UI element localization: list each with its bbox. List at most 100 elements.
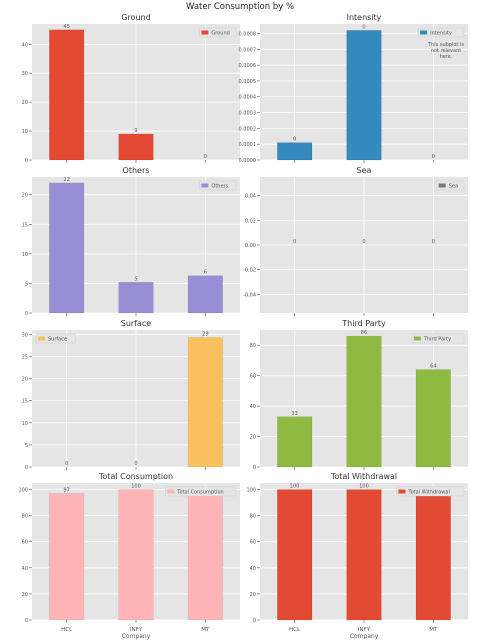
- bar: [415, 495, 451, 621]
- ytick-label: 60: [22, 540, 28, 546]
- subplot-title: Intensity: [347, 13, 382, 22]
- ytick-label: 0.0005: [239, 79, 257, 85]
- legend-box: [35, 333, 76, 344]
- data-label: 9: [134, 128, 137, 134]
- subplot-title: Total Consumption: [98, 472, 173, 481]
- legend-box: [436, 180, 465, 191]
- bar: [49, 182, 85, 314]
- bar: [49, 29, 85, 161]
- legend-label: Total Consumption: [176, 490, 223, 496]
- ytick-label: 0: [25, 311, 28, 317]
- legend-label: Total Withdrawal: [407, 490, 449, 496]
- ytick-label: 25: [22, 355, 28, 361]
- bar: [187, 337, 223, 468]
- legend-swatch: [38, 336, 45, 341]
- legend-box: [165, 486, 237, 497]
- ytick-label: -0.02: [243, 268, 256, 274]
- ytick-label: 20: [22, 193, 28, 199]
- bar: [277, 142, 313, 161]
- bar: [277, 416, 313, 468]
- data-label: 100: [131, 484, 141, 490]
- ytick-label: 0.0004: [239, 95, 257, 101]
- bar: [346, 335, 382, 468]
- subplot-surface: 0 5 10 15 20 25 30 0 0 29 Surface Surface: [22, 319, 240, 471]
- subplot-title: Others: [123, 166, 150, 175]
- legend-swatch: [167, 489, 175, 494]
- data-label: 0: [362, 24, 365, 30]
- ytick-label: 40: [250, 566, 256, 572]
- ytick-label: 20: [22, 377, 28, 383]
- legend-label: Third Party: [423, 337, 451, 343]
- subplot-note: This subplot is: [427, 42, 464, 48]
- legend-swatch: [398, 489, 406, 494]
- ytick-label: 0.0006: [239, 63, 257, 69]
- bar: [118, 282, 154, 314]
- legend-label: Ground: [211, 31, 229, 37]
- xtick-label: HCL: [61, 627, 73, 633]
- xtick-label: MT: [201, 627, 210, 633]
- ytick-label: 0.0002: [239, 126, 257, 132]
- ytick-label: 0: [25, 618, 28, 624]
- data-label: 97: [63, 487, 69, 493]
- subplot-total-withdrawal: 020406080100HCLINFYMT100100100Total With…: [246, 472, 468, 640]
- legend-label: Intensity: [430, 31, 452, 37]
- bar: [346, 30, 382, 161]
- ytick-label: 5: [25, 281, 28, 287]
- data-label: 29: [202, 332, 208, 338]
- data-label: 33: [291, 411, 297, 417]
- legend-swatch: [201, 183, 209, 188]
- subplot-title: Third Party: [341, 319, 386, 328]
- subplot-note: not relevant: [431, 48, 461, 54]
- legend-box: [411, 333, 465, 344]
- ytick-label: 30: [22, 332, 28, 338]
- ytick-label: 15: [22, 399, 28, 405]
- ytick-label: 0.02: [245, 218, 256, 224]
- data-label: 0: [362, 239, 365, 245]
- ytick-label: 30: [22, 71, 28, 77]
- ytick-label: 20: [250, 435, 256, 441]
- data-label: 0: [293, 239, 296, 245]
- ytick-label: 40: [22, 566, 28, 572]
- xaxis-label: Company: [122, 633, 151, 640]
- figure-title: Water Consumption by %: [186, 2, 294, 12]
- subplot-title: Surface: [121, 319, 152, 328]
- subplot-title: Ground: [121, 13, 150, 22]
- subplot-title: Total Withdrawal: [330, 472, 397, 481]
- subplot-others: 0 5 10 15 20 22 5 6 Others Others: [22, 166, 240, 317]
- ytick-label: 0.0000: [239, 158, 257, 164]
- subplot-grid: 0102030404590GroundGround0.00000.00010.0…: [18, 13, 468, 640]
- ytick-label: 0.0007: [239, 47, 257, 53]
- subplot-ground: 0 10 20 30 40 45 9 0 Ground Ground: [22, 13, 240, 164]
- legend-swatch: [420, 30, 428, 35]
- xtick-label: MT: [429, 627, 438, 633]
- ytick-label: 100: [18, 488, 28, 494]
- data-label: 0: [293, 137, 296, 143]
- legend-box: [417, 27, 465, 38]
- subplot-sea: -0.04 -0.02 0.00 0.02 0.04 0 0 0 Sea Sea: [243, 166, 468, 316]
- xtick-label: INFY: [358, 627, 371, 633]
- legend-swatch: [438, 183, 446, 188]
- subplot-total-consumption: 020406080100HCLINFYMT97100100Total Consu…: [18, 472, 240, 640]
- xtick-label: HCL: [289, 627, 301, 633]
- legend-swatch: [413, 336, 421, 341]
- ytick-label: 10: [22, 421, 28, 427]
- bar: [346, 489, 382, 621]
- legend-box: [199, 180, 237, 191]
- ytick-label: 80: [22, 514, 28, 520]
- data-label: 0: [432, 154, 435, 160]
- data-label: 6: [204, 270, 207, 276]
- ytick-label: 0: [253, 465, 256, 471]
- subplot-title: Sea: [357, 166, 372, 175]
- ytick-label: 0: [253, 618, 256, 624]
- ytick-label: 0.00: [245, 243, 256, 249]
- ytick-label: 0.0001: [239, 142, 257, 148]
- ytick-label: 40: [22, 42, 28, 48]
- ytick-label: 100: [246, 488, 256, 494]
- legend-box: [199, 27, 237, 38]
- data-label: 45: [63, 24, 69, 30]
- ytick-label: 80: [250, 343, 256, 349]
- ytick-label: 15: [22, 222, 28, 228]
- xtick-label: INFY: [130, 627, 143, 633]
- ytick-label: -0.04: [243, 292, 256, 298]
